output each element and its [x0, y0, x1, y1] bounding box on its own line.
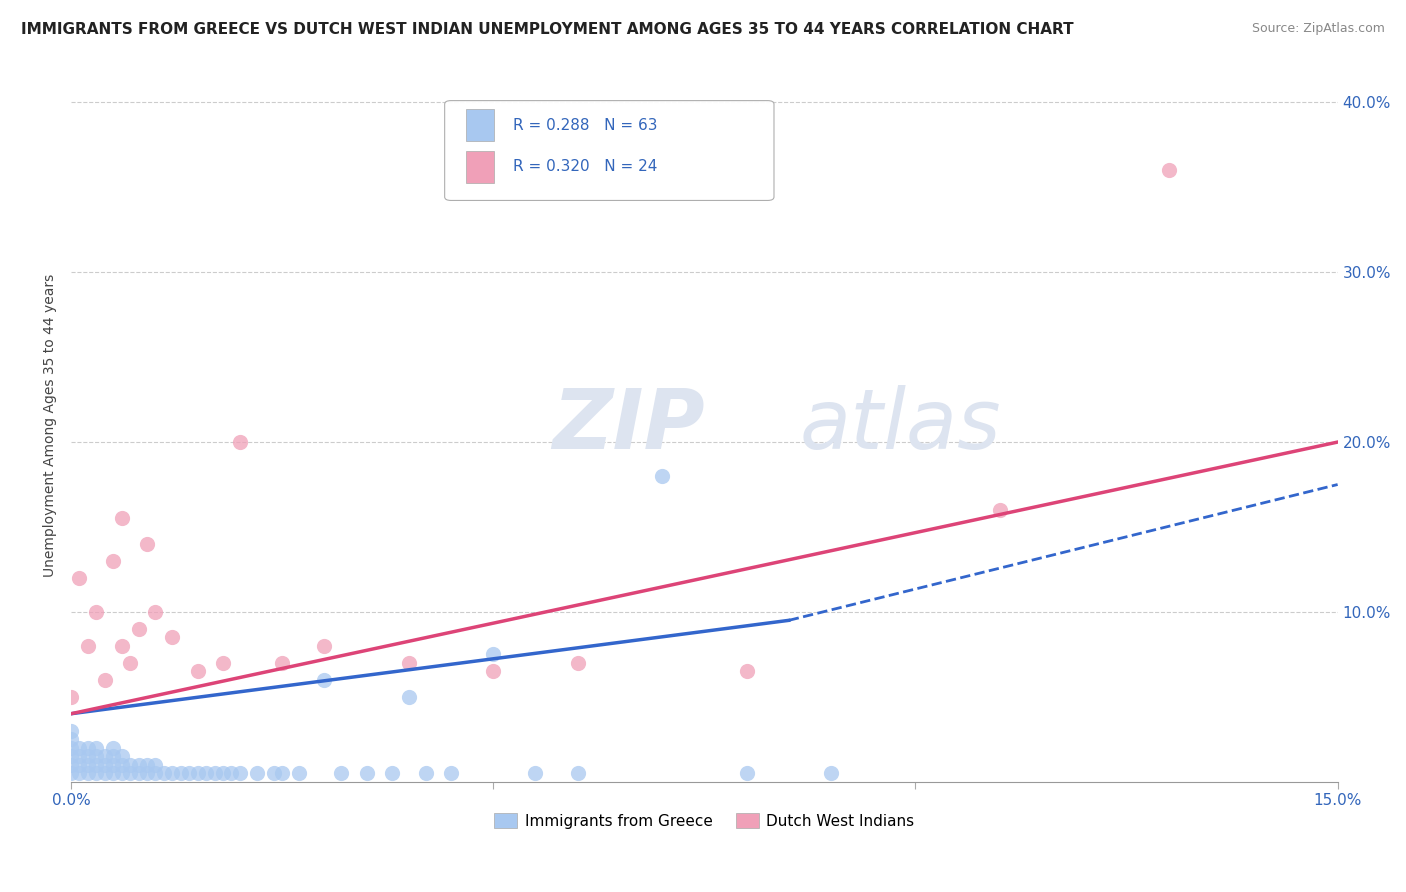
Point	[482, 665, 505, 679]
Text: ZIP: ZIP	[553, 384, 704, 466]
Point	[314, 673, 336, 687]
Point	[314, 639, 336, 653]
Text: Source: ZipAtlas.com: Source: ZipAtlas.com	[1251, 22, 1385, 36]
Point	[111, 749, 134, 764]
Point	[69, 749, 91, 764]
Point	[229, 766, 252, 780]
Point	[212, 656, 235, 670]
Point	[120, 757, 142, 772]
Point	[77, 757, 100, 772]
Point	[145, 766, 167, 780]
Point	[111, 639, 134, 653]
Point	[128, 766, 150, 780]
Point	[136, 537, 159, 551]
Point	[187, 766, 209, 780]
Point	[145, 605, 167, 619]
Point	[77, 749, 100, 764]
Point	[440, 766, 463, 780]
Point	[567, 766, 589, 780]
Point	[103, 740, 125, 755]
Point	[120, 656, 142, 670]
Bar	[467, 151, 494, 183]
Point	[330, 766, 353, 780]
Point	[103, 766, 125, 780]
Point	[128, 622, 150, 636]
Point	[60, 723, 83, 738]
Point	[60, 749, 83, 764]
Point	[60, 766, 83, 780]
Point	[86, 766, 108, 780]
Point	[86, 757, 108, 772]
Point	[356, 766, 378, 780]
Y-axis label: Unemployment Among Ages 35 to 44 years: Unemployment Among Ages 35 to 44 years	[44, 274, 58, 577]
Point	[187, 665, 209, 679]
Point	[229, 435, 252, 450]
Text: R = 0.320   N = 24: R = 0.320 N = 24	[513, 160, 658, 175]
Bar	[467, 109, 494, 141]
Point	[136, 766, 159, 780]
Point	[153, 766, 176, 780]
Point	[94, 673, 117, 687]
Point	[103, 757, 125, 772]
Point	[381, 766, 404, 780]
Point	[735, 665, 758, 679]
Point	[111, 766, 134, 780]
Point	[111, 757, 134, 772]
Legend: Immigrants from Greece, Dutch West Indians: Immigrants from Greece, Dutch West India…	[488, 806, 921, 835]
Point	[145, 757, 167, 772]
Text: atlas: atlas	[800, 384, 1001, 466]
Point	[735, 766, 758, 780]
Point	[69, 757, 91, 772]
Point	[94, 766, 117, 780]
Point	[271, 656, 294, 670]
Point	[77, 766, 100, 780]
Point	[60, 732, 83, 747]
Point	[651, 469, 673, 483]
Point	[136, 757, 159, 772]
Point	[988, 503, 1011, 517]
Point	[162, 630, 184, 644]
Point	[415, 766, 437, 780]
Point	[398, 690, 420, 704]
Point	[128, 757, 150, 772]
Point	[263, 766, 285, 780]
Point	[482, 648, 505, 662]
Point	[820, 766, 842, 780]
Point	[246, 766, 269, 780]
Point	[195, 766, 218, 780]
Point	[179, 766, 201, 780]
Point	[86, 749, 108, 764]
Text: R = 0.288   N = 63: R = 0.288 N = 63	[513, 118, 658, 133]
Point	[86, 605, 108, 619]
Point	[77, 740, 100, 755]
Point	[212, 766, 235, 780]
Point	[94, 757, 117, 772]
Point	[271, 766, 294, 780]
Point	[567, 656, 589, 670]
Point	[1157, 163, 1180, 178]
Point	[69, 740, 91, 755]
Text: IMMIGRANTS FROM GREECE VS DUTCH WEST INDIAN UNEMPLOYMENT AMONG AGES 35 TO 44 YEA: IMMIGRANTS FROM GREECE VS DUTCH WEST IND…	[21, 22, 1074, 37]
Point	[162, 766, 184, 780]
FancyBboxPatch shape	[444, 101, 773, 201]
Point	[288, 766, 311, 780]
Point	[111, 511, 134, 525]
Point	[103, 749, 125, 764]
Point	[94, 749, 117, 764]
Point	[69, 766, 91, 780]
Point	[398, 656, 420, 670]
Point	[170, 766, 193, 780]
Point	[524, 766, 547, 780]
Point	[204, 766, 226, 780]
Point	[60, 757, 83, 772]
Point	[120, 766, 142, 780]
Point	[103, 554, 125, 568]
Point	[86, 740, 108, 755]
Point	[60, 740, 83, 755]
Point	[77, 639, 100, 653]
Point	[60, 690, 83, 704]
Point	[69, 571, 91, 585]
Point	[221, 766, 243, 780]
